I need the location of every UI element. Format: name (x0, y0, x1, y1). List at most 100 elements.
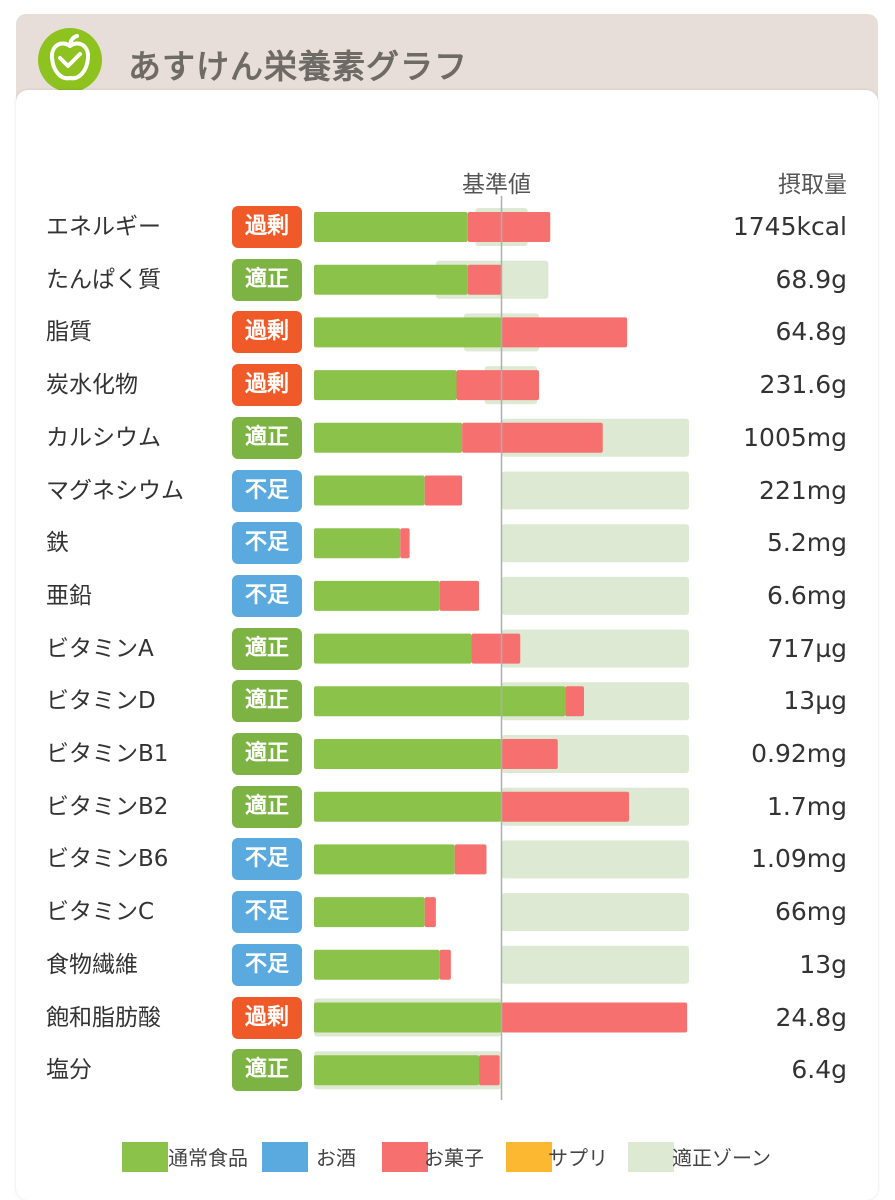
legend-swatch (506, 1142, 552, 1172)
nutrient-label: エネルギー (46, 214, 161, 240)
bar-snack (456, 370, 539, 401)
status-badge: 不足 (232, 522, 302, 565)
status-badge: 不足 (232, 469, 302, 512)
intake-value: 231.6g (759, 370, 847, 400)
bar-normal-food (314, 528, 401, 559)
proper-zone (501, 893, 689, 932)
apple-icon (38, 28, 102, 92)
bar-normal-food (314, 580, 440, 611)
proper-zone (501, 840, 689, 879)
nutrient-label: たんぱく質 (46, 266, 161, 293)
bar-normal-food (314, 633, 472, 664)
nutrient-label: ビタミンB2 (46, 793, 169, 820)
legend-label: 通常食品 (168, 1146, 248, 1170)
legend-label: 適正ゾーン (672, 1146, 771, 1170)
bar-normal-food (314, 1002, 502, 1033)
bar-snack (471, 633, 521, 664)
legend-swatch (382, 1142, 428, 1172)
status-badge: 適正 (232, 258, 302, 301)
proper-zone (501, 629, 689, 668)
proper-zone (501, 524, 689, 563)
nutrient-label: 塩分 (46, 1057, 92, 1084)
nutrient-label: ビタミンC (46, 899, 155, 926)
intake-value: 0.92mg (751, 739, 847, 768)
nutrient-label: マグネシウム (46, 477, 184, 504)
bar-normal-food (314, 1055, 479, 1086)
bar-normal-food (314, 897, 425, 928)
bar-normal-food (314, 475, 425, 506)
page-title: あすけん栄養素グラフ (128, 47, 468, 86)
bar-snack (501, 739, 558, 769)
status-badge: 不足 (232, 943, 302, 986)
bar-snack (479, 1055, 500, 1086)
intake-value: 13µg (783, 686, 847, 716)
status-badge: 過剰 (232, 996, 302, 1039)
status-badge: 過剰 (232, 364, 302, 407)
intake-value: 13g (799, 949, 847, 979)
legend-label: お菓子 (424, 1146, 484, 1170)
bar-normal-food (314, 949, 440, 980)
bar-snack (400, 528, 410, 559)
status-badge: 適正 (232, 1049, 302, 1092)
intake-header: 摂取量 (778, 172, 847, 198)
intake-value: 221mg (759, 475, 847, 505)
intake-value: 68.9g (775, 264, 847, 294)
proper-zone (501, 576, 689, 615)
status-badge: 不足 (232, 891, 302, 934)
baseline-header: 基準値 (462, 172, 531, 198)
intake-value: 1.09mg (751, 844, 847, 874)
intake-value: 1.7mg (767, 791, 847, 821)
bar-snack (424, 475, 463, 506)
nutrient-label: 食物繊維 (46, 951, 138, 978)
intake-value: 1745kcal (732, 212, 847, 241)
status-badge: 適正 (232, 627, 302, 670)
bar-snack (454, 844, 487, 875)
intake-value: 5.2mg (767, 528, 847, 558)
nutrient-label: ビタミンB1 (46, 741, 169, 767)
legend-swatch (122, 1142, 168, 1172)
nutrient-label: 飽和脂肪酸 (46, 1004, 161, 1031)
legend-swatch (628, 1142, 674, 1172)
intake-value: 1005mg (743, 422, 847, 452)
bar-normal-food (314, 791, 502, 822)
bar-normal-food (314, 422, 463, 453)
intake-value: 6.4g (791, 1055, 847, 1085)
status-badge: 過剰 (232, 206, 302, 248)
nutrient-label: 亜鉛 (46, 582, 92, 609)
status-badge: 適正 (232, 785, 302, 828)
intake-value: 6.6mg (767, 580, 847, 610)
intake-value: 64.8g (775, 317, 847, 347)
bar-snack (467, 212, 551, 242)
nutrient-label: ビタミンA (46, 635, 154, 662)
nutrient-label: カルシウム (46, 424, 161, 451)
status-badge: 過剰 (232, 311, 302, 354)
bar-normal-food (314, 317, 502, 348)
legend-label: お酒 (316, 1146, 356, 1170)
bar-normal-food (314, 212, 468, 242)
bar-normal-food (314, 370, 457, 401)
status-badge: 適正 (232, 733, 302, 775)
intake-value: 24.8g (775, 1002, 847, 1032)
nutrient-label: ビタミンB6 (46, 846, 169, 873)
bar-snack (501, 1002, 688, 1033)
nutrient-label: 脂質 (46, 319, 92, 346)
nutrient-label: 炭水化物 (46, 372, 138, 399)
nutrient-label: ビタミンD (46, 688, 156, 715)
status-badge: 不足 (232, 574, 302, 617)
intake-value: 66mg (774, 897, 847, 927)
bar-snack (565, 686, 584, 717)
proper-zone (501, 471, 689, 510)
bar-normal-food (314, 264, 468, 295)
status-badge: 適正 (232, 416, 302, 459)
bar-snack (439, 580, 479, 611)
bar-snack (424, 897, 436, 928)
proper-zone (501, 945, 689, 984)
legend-swatch (262, 1142, 308, 1172)
bar-normal-food (314, 686, 566, 717)
bar-normal-food (314, 844, 455, 875)
bar-snack (467, 264, 502, 295)
bar-snack (501, 317, 628, 348)
bar-snack (462, 422, 603, 453)
nutrient-label: 鉄 (46, 530, 69, 557)
